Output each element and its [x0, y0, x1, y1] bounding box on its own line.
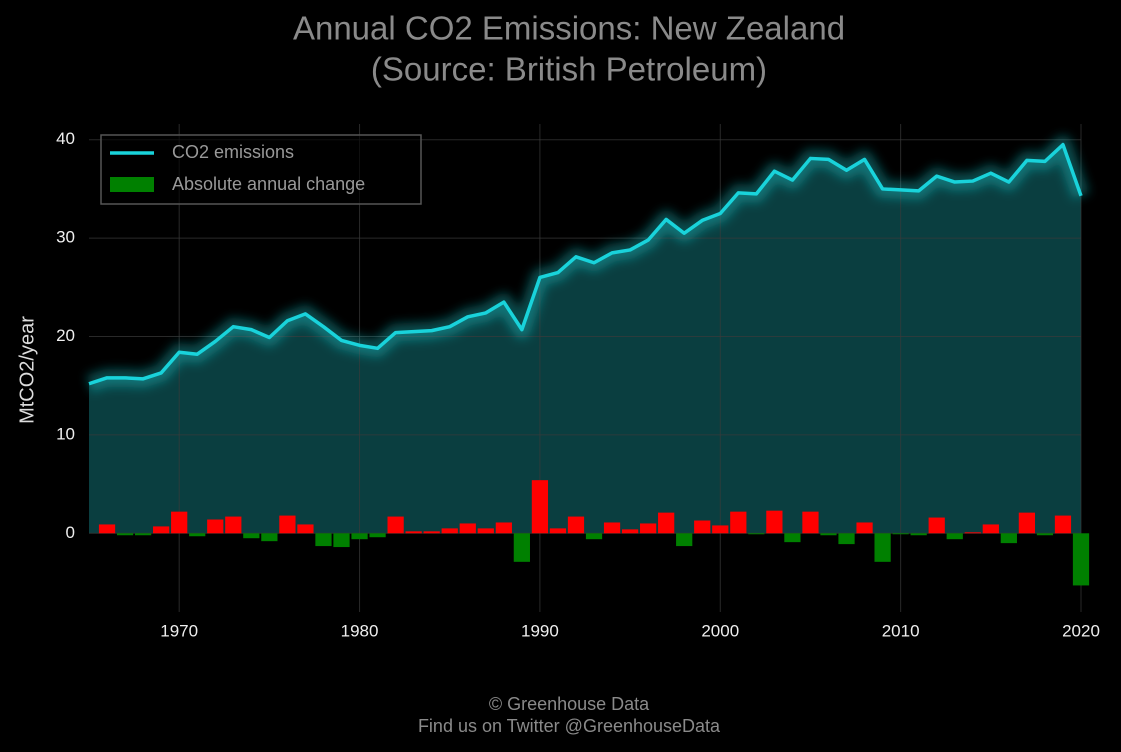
bar	[387, 516, 404, 534]
legend-label: Absolute annual change	[172, 174, 365, 194]
bar	[261, 533, 278, 542]
bar	[549, 528, 567, 534]
bar	[892, 533, 909, 535]
y-tick-label: 0	[66, 523, 75, 542]
bar	[694, 520, 711, 534]
y-tick-label: 30	[56, 228, 75, 247]
bar	[712, 525, 729, 534]
line	[88, 142, 1083, 386]
chart-subtitle: (Source: British Petroleum)	[371, 51, 767, 88]
bar	[98, 524, 116, 534]
y-axis-label: MtCO2/year	[16, 316, 38, 424]
bar	[766, 510, 783, 534]
footer: Find us on Twitter @GreenhouseData	[418, 716, 721, 736]
legend-label: CO2 emissions	[172, 142, 294, 162]
y-tick-label: 20	[56, 326, 75, 345]
bar	[513, 533, 530, 562]
bar	[730, 511, 747, 534]
bar	[928, 517, 945, 534]
y-tick-label: 40	[56, 129, 75, 148]
bar	[874, 533, 891, 562]
bar	[315, 533, 332, 547]
area	[89, 144, 1081, 534]
bar	[1018, 512, 1036, 534]
bar	[1054, 515, 1072, 534]
legend-box	[100, 134, 422, 205]
bar	[441, 528, 458, 534]
bar	[585, 533, 603, 540]
bar	[495, 522, 512, 534]
bar	[910, 533, 927, 536]
bar	[603, 522, 621, 534]
legend-swatch	[110, 177, 154, 192]
bar	[658, 512, 675, 534]
bar	[838, 533, 855, 545]
bar	[964, 532, 981, 534]
bar	[297, 524, 314, 534]
bar	[748, 533, 765, 535]
bar	[1000, 533, 1017, 544]
bar	[333, 533, 350, 548]
bar	[279, 515, 296, 534]
x-tick-label: 1970	[160, 621, 198, 640]
bar	[1072, 533, 1090, 586]
bar	[405, 531, 422, 534]
bar	[856, 522, 873, 534]
bar	[802, 511, 819, 534]
bar	[982, 524, 999, 534]
x-tick-label: 2010	[882, 621, 920, 640]
y-tick-label: 10	[56, 424, 75, 443]
bar	[946, 533, 963, 540]
bar	[153, 526, 170, 534]
bar	[423, 531, 440, 534]
bar	[189, 533, 206, 537]
bar	[116, 533, 134, 536]
bar	[207, 519, 224, 534]
footer: © Greenhouse Data	[489, 694, 650, 714]
bar	[171, 511, 188, 534]
bar	[621, 529, 639, 534]
bar	[351, 533, 368, 540]
bar	[134, 533, 152, 536]
x-tick-label: 1980	[341, 621, 379, 640]
x-tick-label: 1990	[521, 621, 559, 640]
bar	[243, 533, 260, 539]
bar	[784, 533, 801, 543]
bar	[640, 523, 657, 534]
bar	[567, 516, 585, 534]
bar	[459, 523, 476, 534]
bar	[1036, 533, 1054, 536]
bar	[820, 533, 837, 536]
chart-title: Annual CO2 Emissions: New Zealand	[293, 10, 845, 47]
bar	[369, 533, 386, 538]
bar	[225, 516, 242, 534]
x-tick-label: 2020	[1062, 621, 1100, 640]
x-tick-label: 2000	[701, 621, 739, 640]
bar	[477, 528, 494, 534]
bar	[531, 480, 549, 534]
bar	[676, 533, 693, 547]
